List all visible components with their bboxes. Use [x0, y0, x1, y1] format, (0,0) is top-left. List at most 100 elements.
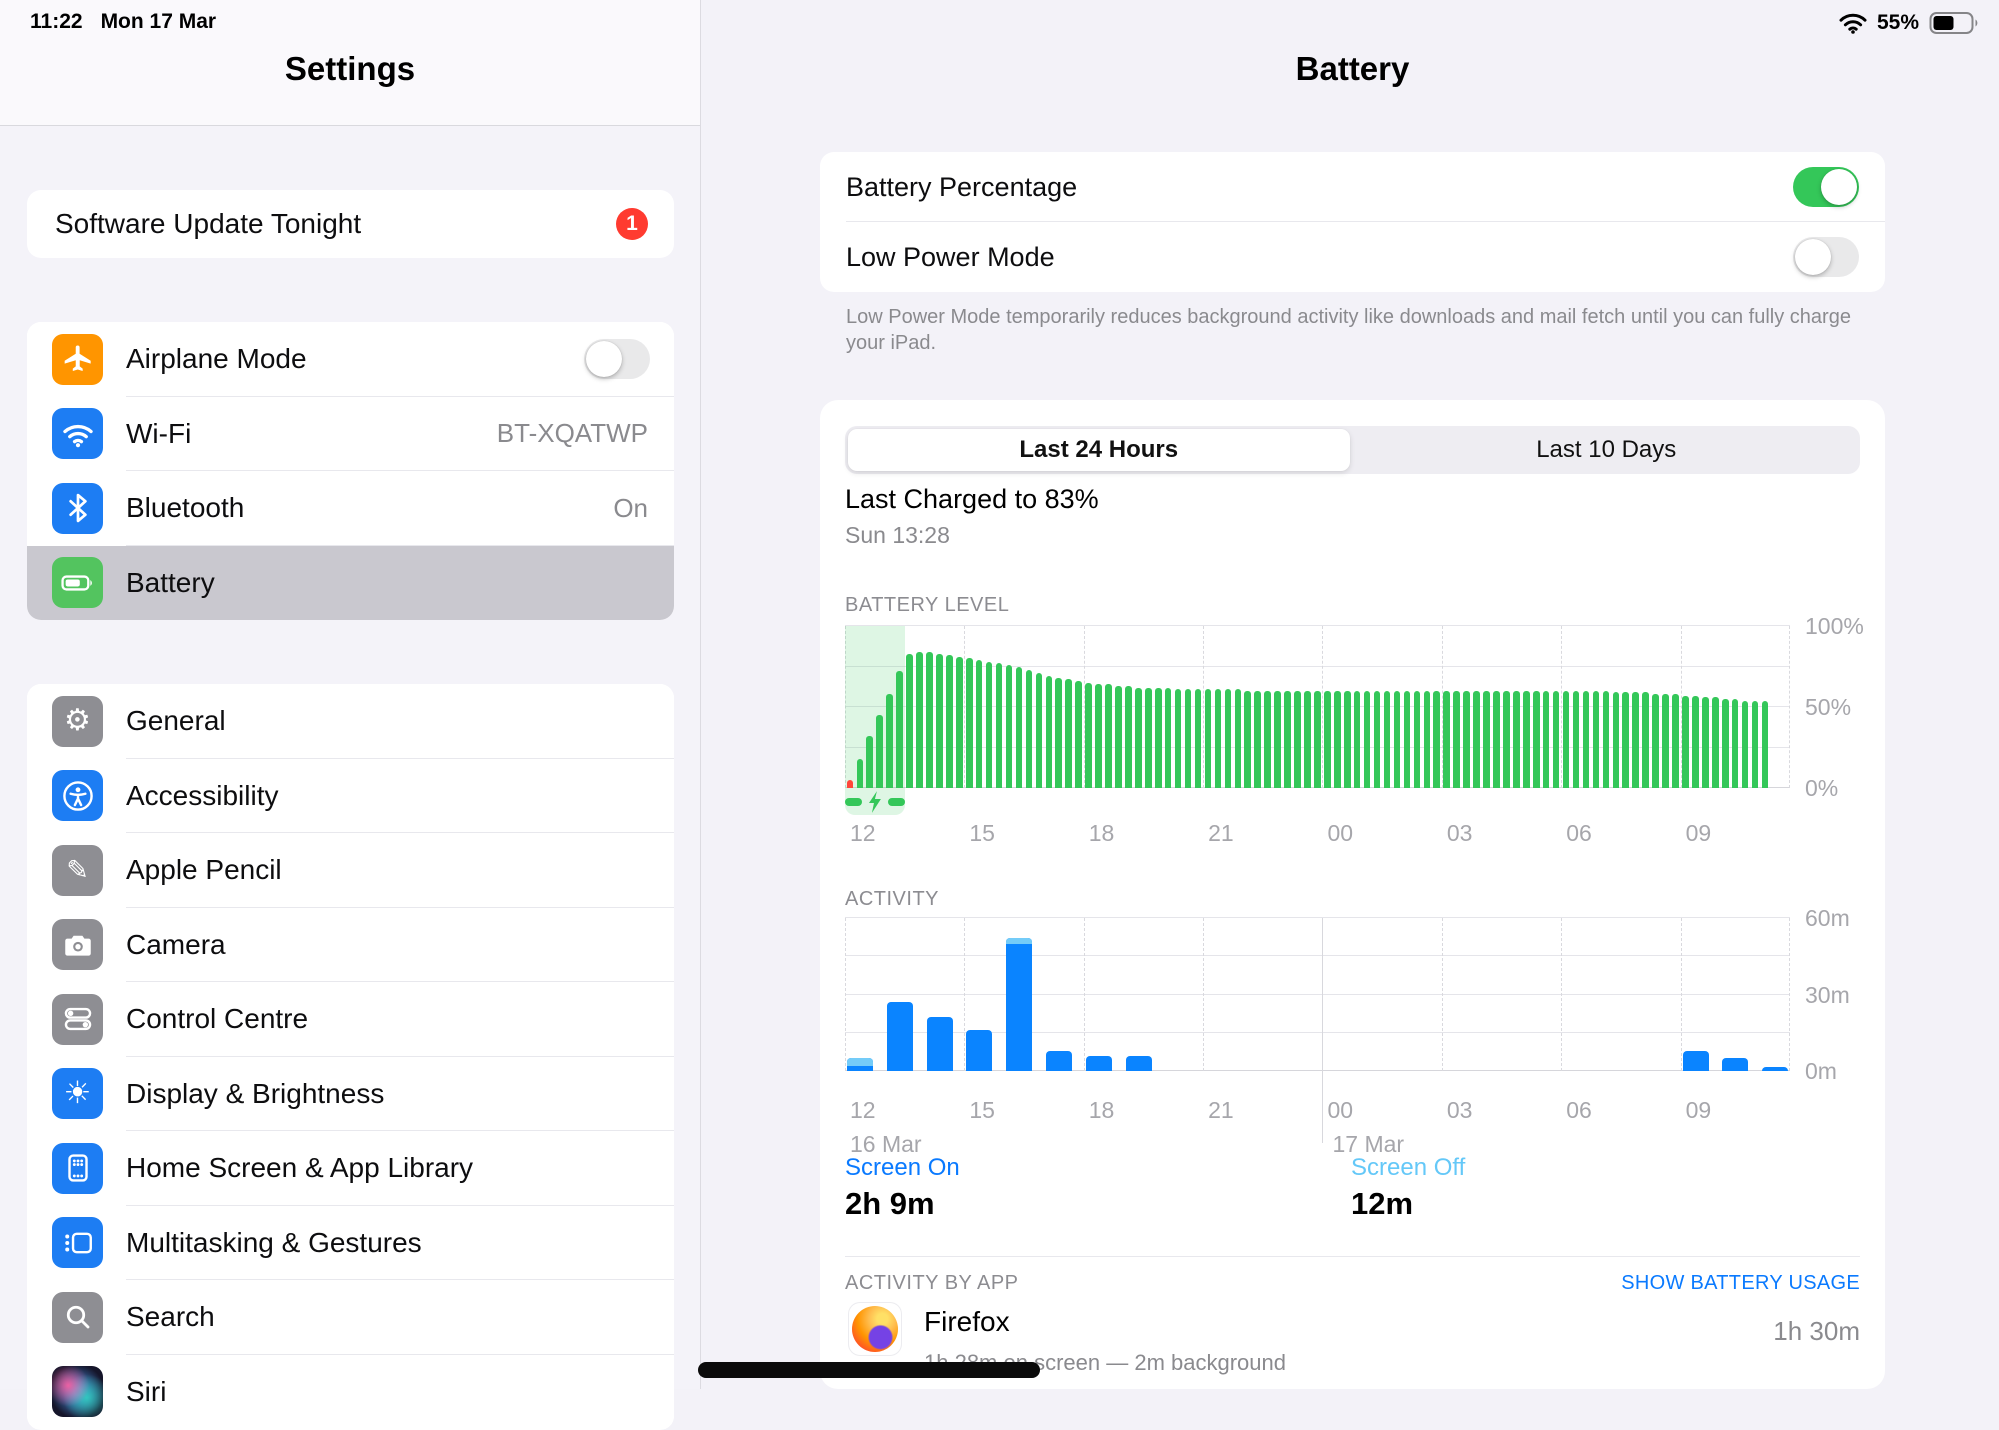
tab-last-10-days[interactable]: Last 10 Days	[1536, 436, 1677, 463]
siri-icon	[52, 1366, 103, 1418]
y-tick-label: 30m	[1805, 981, 1850, 1008]
activity-bar	[1006, 938, 1033, 1071]
activity-bar	[926, 1017, 953, 1071]
last-charged-title: Last Charged to 83%	[845, 484, 1099, 514]
gridline	[1789, 626, 1790, 788]
sidebar-item-battery[interactable]: Battery	[27, 545, 674, 620]
gridline	[845, 625, 1790, 626]
charge-dash	[887, 797, 905, 806]
battery-level-bar	[1542, 690, 1550, 788]
sidebar-item-general[interactable]: ⚙ General	[27, 684, 674, 759]
pencil-icon: ✎	[52, 844, 103, 896]
battery-level-bar	[1055, 677, 1063, 788]
battery-percentage-toggle[interactable]	[1793, 167, 1859, 207]
toggle-knob	[1795, 239, 1831, 275]
battery-level-bar	[1294, 690, 1301, 788]
battery-level-bar	[1483, 690, 1490, 788]
gridline	[845, 993, 1790, 995]
sidebar-item-display-brightness[interactable]: ☀ Display & Brightness	[27, 1056, 674, 1131]
x-tick-label: 06	[1566, 1097, 1592, 1123]
battery-level-bar	[1632, 692, 1639, 788]
x-tick-label: 12	[850, 820, 876, 846]
sidebar-item-airplane-mode[interactable]: Airplane Mode	[27, 322, 674, 397]
x-tick-label: 03	[1446, 820, 1473, 846]
sidebar-item-toggle[interactable]	[584, 339, 650, 380]
screen-off-segment	[1006, 938, 1033, 944]
x-tick-label: 09	[1685, 1097, 1712, 1123]
battery-level-bar	[1025, 669, 1033, 788]
sidebar-item-label: Airplane Mode	[126, 343, 307, 375]
screen-off-segment	[847, 1058, 873, 1066]
battery-level-bar	[965, 658, 973, 788]
tab-last-24-hours[interactable]: Last 24 Hours	[848, 429, 1350, 471]
x-tick-label: 18	[1088, 1097, 1115, 1123]
page-title: Battery	[1295, 50, 1410, 87]
battery-level-bar	[985, 661, 993, 788]
battery-pane: 55% Battery Battery Percentage Low Power…	[701, 0, 1999, 1389]
sidebar-item-control-centre[interactable]: Control Centre	[27, 982, 674, 1057]
sidebar-item-label: Bluetooth	[126, 492, 245, 524]
sidebar-item-home-screen-app-library[interactable]: Home Screen & App Library	[27, 1131, 674, 1206]
battery-level-bar	[1453, 690, 1460, 788]
gridline	[845, 917, 1790, 918]
status-battery-percent: 55%	[1876, 11, 1919, 34]
sidebar-item-siri[interactable]: Siri	[27, 1354, 674, 1429]
battery-level-bar	[1712, 697, 1719, 788]
low-power-mode-row: Low Power Mode	[820, 222, 1885, 292]
battery-level-bar	[1214, 689, 1222, 788]
y-tick-label: 0m	[1805, 1058, 1837, 1084]
sidebar-item-multitasking-gestures[interactable]: Multitasking & Gestures	[27, 1205, 674, 1280]
sidebar-item-apple-pencil[interactable]: ✎ Apple Pencil	[27, 833, 674, 908]
sidebar-item-camera[interactable]: Camera	[27, 907, 674, 982]
sidebar-item-label: Camera	[126, 928, 226, 960]
sidebar-item-software-update[interactable]: Software Update Tonight 1	[27, 190, 674, 258]
battery-level-bar	[1184, 689, 1192, 788]
gridline	[845, 955, 1790, 957]
battery-level-bar	[1642, 692, 1649, 788]
gridline	[1322, 626, 1324, 788]
wifi-status-icon	[1839, 12, 1867, 34]
status-bar-right: 55%	[1839, 10, 1981, 36]
battery-level-bar	[856, 758, 864, 788]
sidebar-item-label: Accessibility	[126, 779, 279, 811]
battery-level-bar	[916, 651, 923, 788]
toggle-knob	[1821, 169, 1857, 205]
x-tick-label: 15	[969, 820, 995, 846]
low-power-mode-toggle[interactable]	[1793, 237, 1859, 277]
screen-on-value: 2h 9m	[845, 1186, 935, 1221]
sidebar-item-search[interactable]: Search	[27, 1280, 674, 1355]
battery-level-bar	[1314, 690, 1321, 788]
battery-level-bar	[1324, 690, 1331, 788]
charging-indicator	[845, 788, 905, 815]
x-tick-label: 21	[1208, 820, 1234, 846]
battery-level-section-label: BATTERY LEVEL	[845, 594, 1010, 616]
sidebar-item-bluetooth[interactable]: Bluetooth On	[27, 471, 674, 546]
gridline	[964, 918, 966, 1071]
sidebar-item-wifi[interactable]: Wi-Fi BT-XQATWP	[27, 396, 674, 471]
x-tick-label: 03	[1446, 1097, 1473, 1123]
day-separator-line	[1322, 918, 1324, 1143]
battery-level-bar	[1751, 700, 1759, 788]
battery-level-bar	[1105, 684, 1112, 788]
battery-level-bar	[1423, 690, 1431, 788]
battery-level-bar	[1403, 690, 1411, 788]
battery-level-bar	[1135, 687, 1142, 788]
battery-level-bar	[1115, 685, 1122, 788]
app-row-name[interactable]: Firefox	[924, 1306, 1010, 1337]
battery-level-bar	[1085, 682, 1092, 788]
video-progress-bar[interactable]	[698, 1362, 1040, 1378]
control-centre-icon	[52, 993, 103, 1045]
bluetooth-icon	[52, 482, 103, 534]
screen-on-label: Screen On	[845, 1154, 960, 1181]
battery-level-bar	[1393, 690, 1401, 788]
sidebar-item-accessibility[interactable]: Accessibility	[27, 758, 674, 833]
battery-level-bar	[1373, 690, 1381, 788]
gridline	[1203, 626, 1205, 788]
battery-level-bar	[866, 736, 874, 788]
show-battery-usage-link[interactable]: SHOW BATTERY USAGE	[1621, 1272, 1860, 1294]
battery-level-bar	[1572, 690, 1580, 788]
y-tick-label: 50%	[1805, 694, 1852, 720]
gridline	[1083, 626, 1085, 788]
activity-bar	[847, 1058, 873, 1071]
